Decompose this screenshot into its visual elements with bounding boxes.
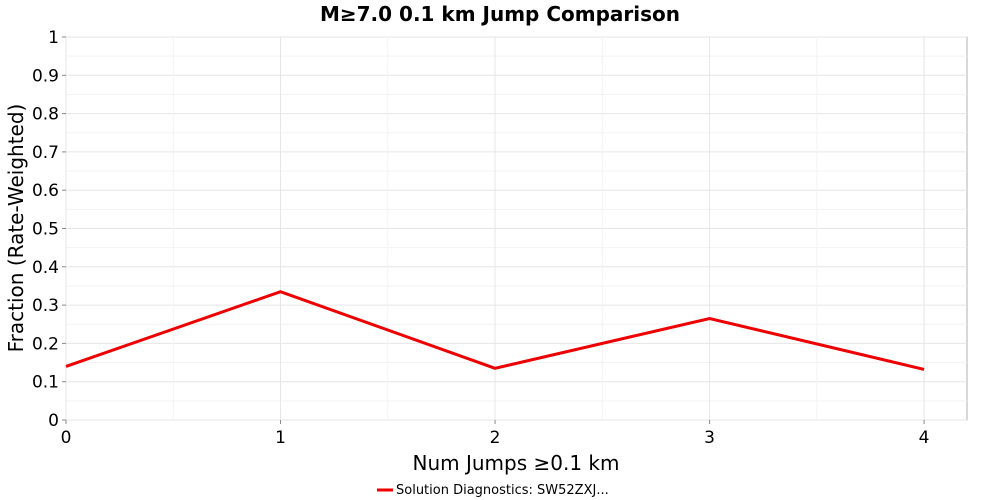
x-axis-label: Num Jumps ≥0.1 km (413, 451, 620, 475)
y-tick-label: 0.7 (32, 143, 59, 163)
y-tick-label: 0.1 (32, 373, 59, 393)
y-tick-label: 0.6 (32, 181, 59, 201)
x-tick-label: 2 (490, 428, 501, 448)
y-axis-label: Fraction (Rate-Weighted) (4, 104, 28, 353)
y-tick-label: 0.9 (32, 66, 59, 86)
y-tick-label: 0.2 (32, 334, 59, 354)
x-tick-label: 1 (275, 428, 286, 448)
series-group (65, 290, 925, 371)
y-tick-label: 0.4 (32, 258, 59, 278)
y-axis-ticks: 0 0.1 0.2 0.3 0.4 0.5 0.6 0.7 0.8 0.9 1 (32, 28, 66, 431)
series-line-0 (65, 290, 925, 371)
x-tick-label: 3 (704, 428, 715, 448)
y-tick-label: 1 (48, 28, 59, 48)
x-axis-ticks: 0 1 2 3 4 (61, 420, 930, 448)
legend: Solution Diagnostics: SW52ZXJ... (377, 483, 609, 498)
y-tick-label: 0.3 (32, 296, 59, 316)
x-tick-label: 0 (61, 428, 72, 448)
y-tick-label: 0.8 (32, 105, 59, 125)
y-tick-label: 0 (48, 411, 59, 431)
y-tick-label: 0.5 (32, 220, 59, 240)
chart-title: M≥7.0 0.1 km Jump Comparison (320, 2, 680, 26)
x-tick-label: 4 (919, 428, 930, 448)
legend-label: Solution Diagnostics: SW52ZXJ... (396, 483, 609, 498)
grid (65, 36, 967, 421)
